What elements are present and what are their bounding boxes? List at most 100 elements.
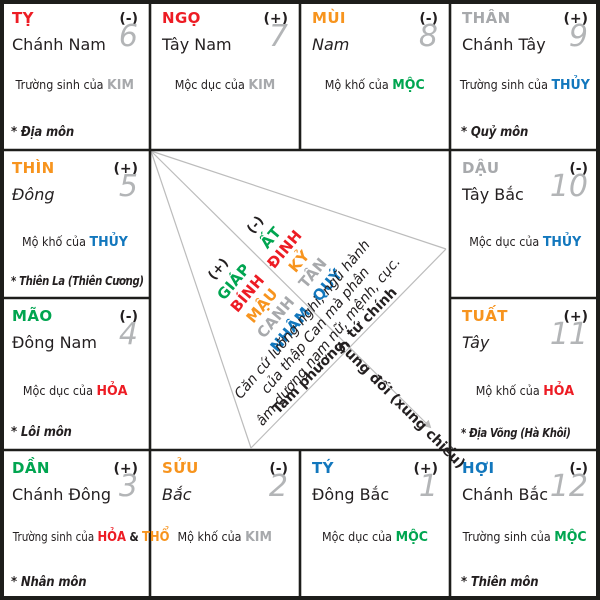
element-name: MỘC (392, 77, 425, 93)
palace-dan: DẦN (+) Chánh Đông 3 Trường sinh của HỎA … (0, 450, 170, 600)
branch-name: TUẤT (462, 307, 508, 325)
palace-number: 7 (268, 19, 288, 54)
branch-name: MÙI (312, 9, 346, 27)
gate-label: * Nhân môn (11, 575, 87, 590)
cung-doi-line (150, 150, 432, 429)
palace-number: 12 (549, 469, 588, 504)
element-phrase: Mộc dục của THỦY (469, 234, 581, 250)
direction-label: Đông (12, 185, 55, 204)
palace-number: 6 (118, 19, 138, 54)
direction-label: Tây Bắc (462, 185, 524, 204)
polarity-label: (-) (419, 11, 438, 27)
element-name-2: THỔ (142, 529, 170, 545)
gate-label: * Quỷ môn (461, 125, 529, 140)
element-phrase: Mộc dục của KIM (174, 77, 276, 93)
polarity-label: (-) (569, 161, 588, 177)
element-name: KIM (245, 529, 273, 545)
tam-hop-line-dau (150, 150, 447, 250)
gate-label: * Địa Võng (Hà Khôi) (461, 426, 571, 440)
element-phrase: Mộ khố của THỦY (22, 234, 128, 250)
polarity-label: (+) (563, 11, 588, 27)
branch-name: NGỌ (162, 9, 201, 27)
branch-name: TÝ (312, 459, 334, 477)
polarity-label: (+) (563, 309, 588, 325)
gate-label: * Lôi môn (11, 425, 72, 440)
branch-name: SỬU (162, 459, 199, 477)
palace-tuat: TUẤT (+) Tây 11 Mộ khố của HỎA * Địa Võng… (450, 298, 600, 450)
palace-mui: MÙI (-) Nam 8 Mộ khố của MỘC (300, 0, 450, 150)
element-name: THỦY (551, 77, 590, 93)
palace-suu: SỬU (-) Bắc 2 Mộ khố của KIM (150, 450, 300, 600)
element-phrase: Trường sinh của MỘC (463, 529, 587, 545)
branch-name: HỢI (462, 459, 495, 477)
palace-than: THÂN (+) Chánh Tây 9 Trường sinh của THỦY… (450, 0, 600, 150)
aspect-lines (150, 150, 447, 449)
element-phrase: Mộ khố của MỘC (325, 77, 425, 93)
palace-mao: MÃO (-) Đông Nam 4 Mộc dục của HỎA * Lôi … (0, 298, 150, 450)
element-phrase: Trường sinh của HỎA & THỔ (12, 529, 170, 545)
element-name: HỎA (543, 383, 575, 399)
direction-label: Tây (462, 333, 490, 352)
tam-hop-line-suu (150, 150, 252, 449)
element-name: MỘC (554, 529, 587, 545)
direction-label: Chánh Nam (12, 35, 106, 54)
direction-label: Chánh Tây (462, 35, 546, 54)
direction-label: Chánh Đông (12, 485, 111, 504)
direction-label: Chánh Bắc (462, 485, 549, 504)
element-name: KIM (248, 77, 276, 93)
palace-number: 3 (118, 469, 138, 504)
branch-name: DẬU (462, 159, 500, 177)
element-name: THỦY (542, 234, 581, 250)
branch-name: DẦN (12, 459, 50, 477)
palace-number: 8 (418, 19, 438, 54)
polarity-label: (+) (413, 461, 438, 477)
palace-hoi: HỢI (-) Chánh Bắc 12 Trường sinh của MỘC … (450, 450, 600, 600)
branch-name: TỴ (12, 9, 34, 27)
palace-ty: TỴ (-) Chánh Nam 6 Trường sinh của KIM * … (0, 0, 150, 150)
palace-dau: DẬU (-) Tây Bắc 10 Mộc dục của THỦY (450, 150, 600, 298)
element-phrase: Trường sinh của KIM (15, 77, 135, 93)
gate-label: * Địa môn (11, 125, 74, 140)
element-phrase: Trường sinh của THỦY (460, 77, 590, 93)
polarity-label: (+) (113, 161, 138, 177)
element-name: MỘC (395, 529, 428, 545)
polarity-label: (-) (119, 11, 138, 27)
direction-label: Đông Bắc (312, 485, 390, 504)
element-phrase: Mộ khố của HỎA (475, 383, 575, 399)
element-phrase: Mộ khố của KIM (177, 529, 273, 545)
direction-label: Đông Nam (12, 333, 97, 352)
polarity-label: (-) (269, 461, 288, 477)
palace-number: 11 (549, 317, 588, 352)
polarity-label: (+) (113, 461, 138, 477)
tam-phuong-chord-line (250, 248, 447, 449)
palace-thin: THÌN (+) Đông 5 Mộ khố của THỦY * Thiên L… (0, 150, 150, 298)
palace-ti: TÝ (+) Đông Bắc 1 Mộc dục của MỘC (300, 450, 450, 600)
element-phrase: Mộc dục của MỘC (322, 529, 428, 545)
element-name: HỎA (96, 383, 128, 399)
branch-name: MÃO (12, 307, 53, 325)
element-name: KIM (107, 77, 135, 93)
palace-number: 10 (549, 169, 588, 204)
polarity-label: (-) (119, 309, 138, 325)
element-name: THỦY (89, 234, 128, 250)
palace-number: 9 (568, 19, 588, 54)
palace-number: 5 (118, 169, 138, 204)
palace-ngo: NGỌ (+) Tây Nam 7 Mộc dục của KIM (150, 0, 300, 150)
polarity-label: (-) (569, 461, 588, 477)
gate-label: * Thiên La (Thiên Cương) (11, 274, 144, 288)
direction-label: Nam (312, 35, 350, 54)
palace-number: 1 (418, 469, 438, 504)
element-name: HỎA (97, 529, 127, 545)
branch-name: THÂN (462, 9, 511, 27)
gate-label: * Thiên môn (461, 575, 539, 590)
direction-label: Bắc (162, 485, 192, 504)
polarity-label: (+) (263, 11, 288, 27)
palace-number: 2 (268, 469, 288, 504)
branch-name: THÌN (12, 159, 55, 177)
palace-number: 4 (118, 317, 138, 352)
direction-label: Tây Nam (162, 35, 232, 54)
